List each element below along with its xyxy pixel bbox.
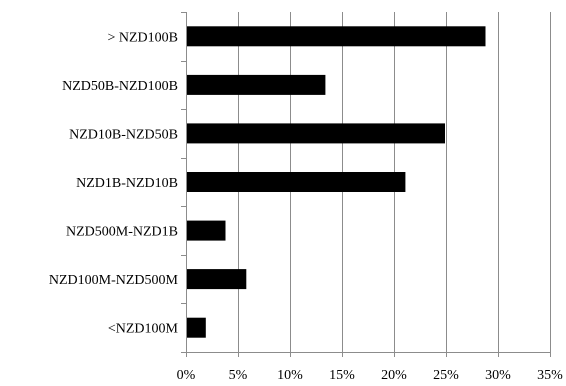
category-label-5: NZD100M-NZD500M <box>49 273 179 288</box>
x-tick-labels: 0% 5% 10% 15% 20% 25% 30% 35% <box>177 368 564 383</box>
category-label-2: NZD10B-NZD50B <box>69 127 178 142</box>
bar-5 <box>186 269 246 289</box>
x-tick-label-35: 35% <box>537 368 563 383</box>
category-labels: > NZD100B NZD50B-NZD100B NZD10B-NZD50B NZD1… <box>49 30 179 336</box>
x-tick-label-20: 20% <box>381 368 407 383</box>
bar-4 <box>186 221 226 241</box>
bar-1 <box>186 75 325 95</box>
bar-6 <box>186 318 206 338</box>
category-label-3: NZD1B-NZD10B <box>76 176 178 191</box>
x-tick-label-10: 10% <box>277 368 303 383</box>
bar-0 <box>186 26 486 46</box>
category-label-0: > NZD100B <box>107 30 178 45</box>
x-tick-label-0: 0% <box>177 368 196 383</box>
category-label-1: NZD50B-NZD100B <box>62 79 178 94</box>
bar-3 <box>186 172 405 192</box>
bars <box>186 26 486 337</box>
category-label-6: <NZD100M <box>108 322 179 337</box>
x-tick-label-15: 15% <box>329 368 355 383</box>
x-tick-label-5: 5% <box>229 368 248 383</box>
bar-2 <box>186 123 445 143</box>
category-label-4: NZD500M-NZD1B <box>66 225 178 240</box>
x-tick-label-30: 30% <box>485 368 511 383</box>
x-tick-label-25: 25% <box>433 368 459 383</box>
